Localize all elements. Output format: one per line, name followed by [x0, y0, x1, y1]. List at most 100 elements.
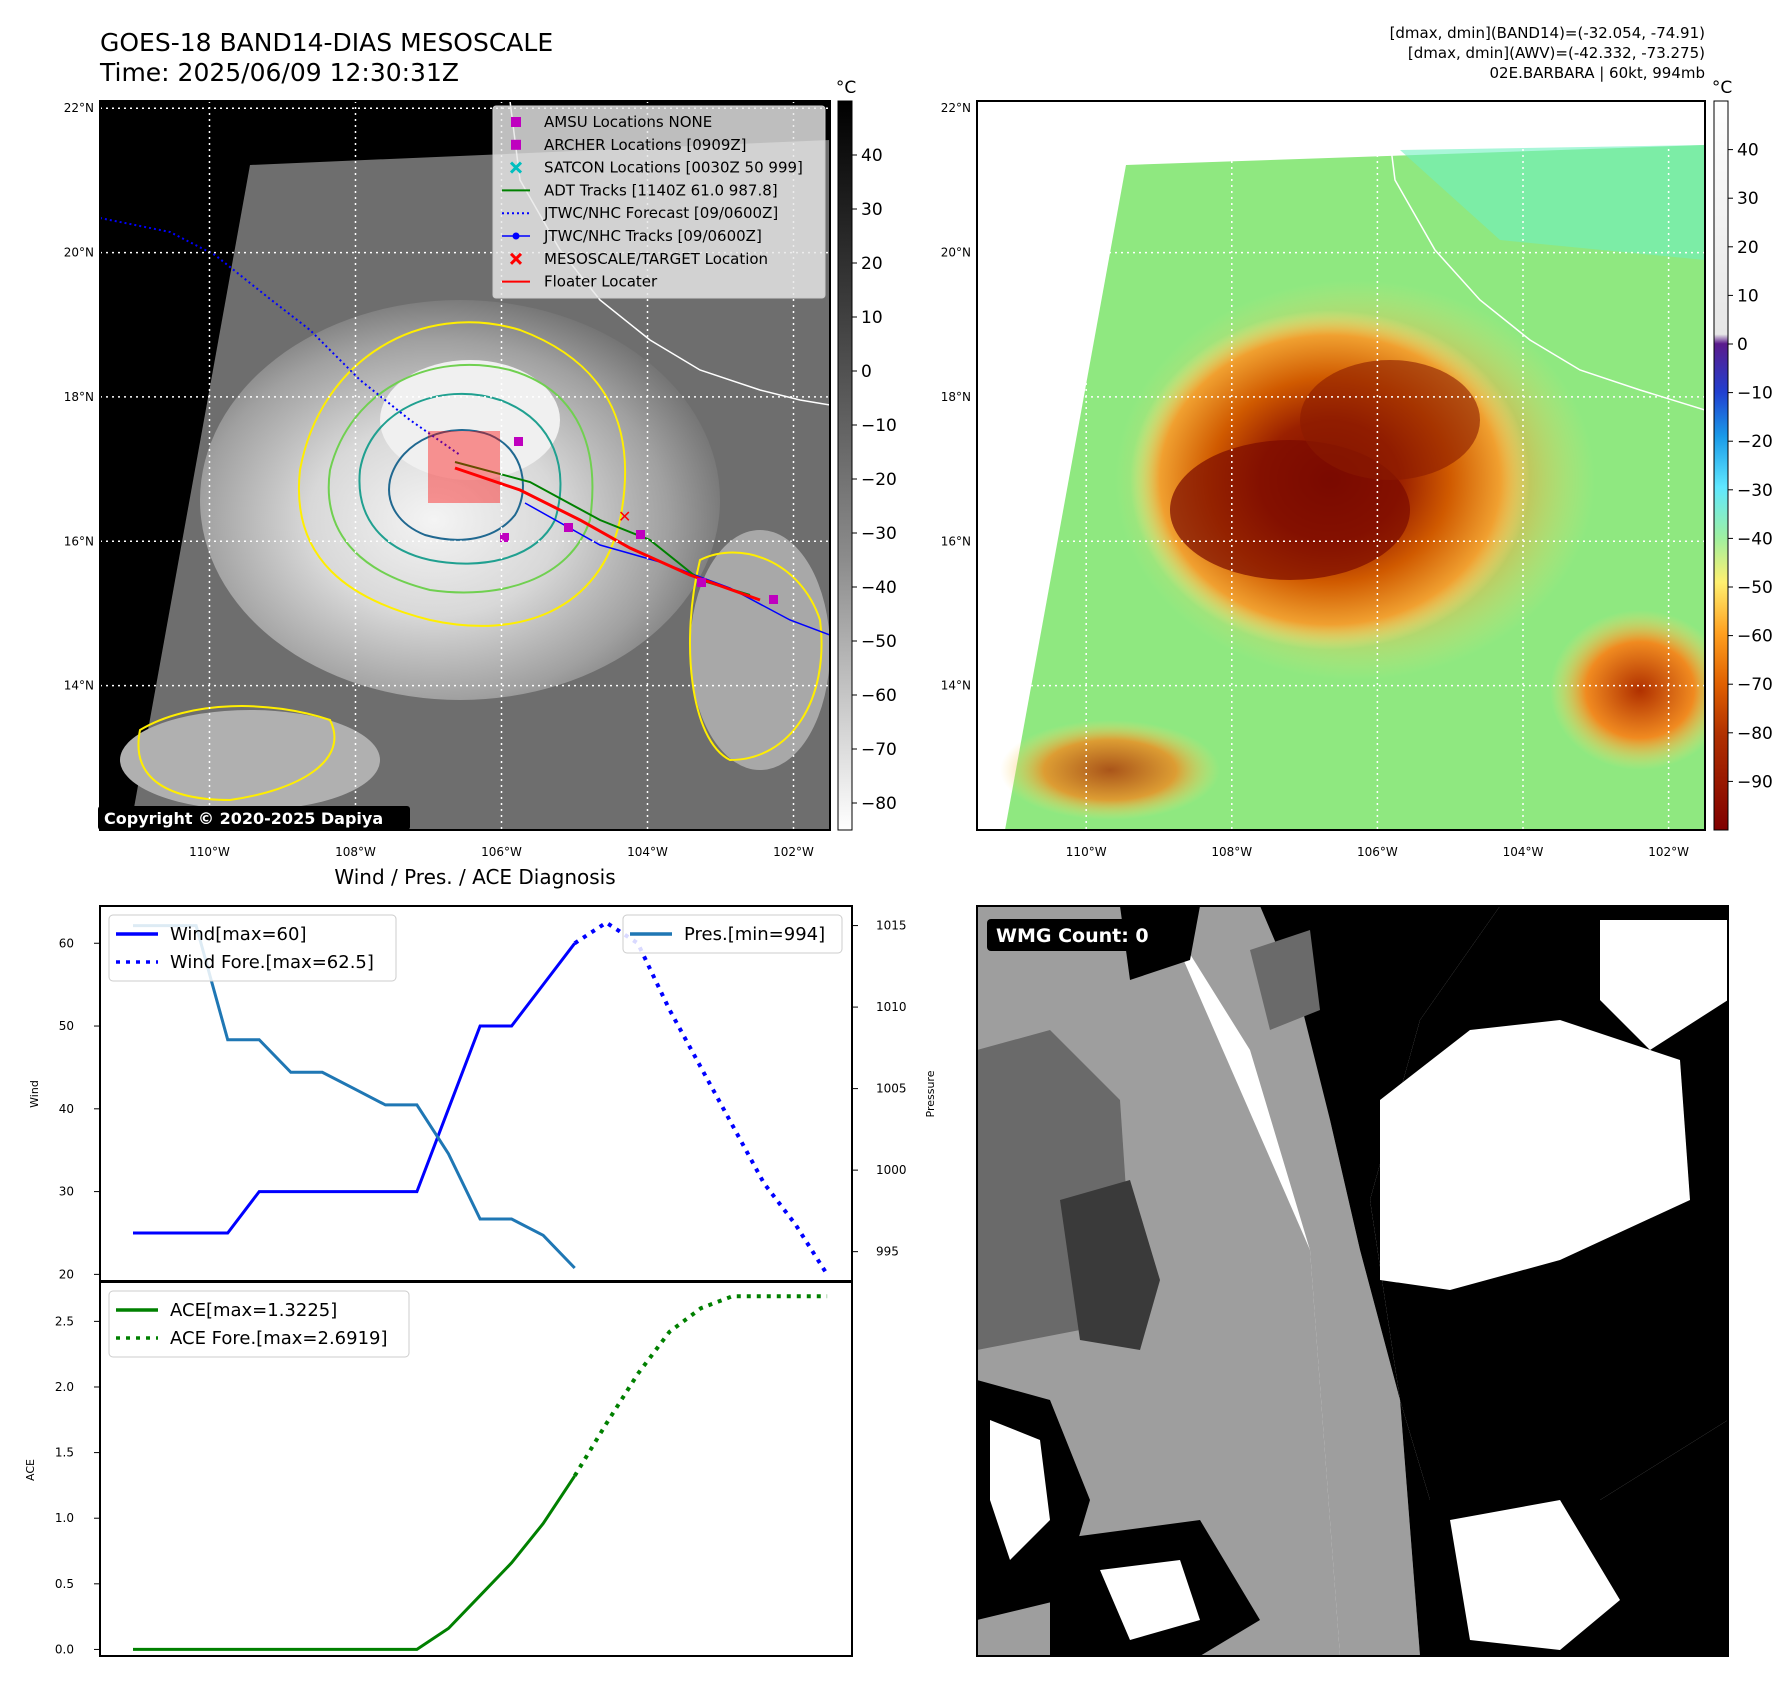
map-legend-entry: AMSU Locations NONE [511, 113, 712, 131]
map-legend-label: ADT Tracks [1140Z 61.0 987.8] [544, 181, 778, 199]
lon-tick-label: 104°W [627, 845, 668, 859]
colorbar-tick-label: 0 [861, 362, 872, 382]
lon-tick-label: 106°W [1357, 845, 1398, 859]
colorbar-tick-label: −90 [1737, 772, 1773, 792]
ace-ytick-label: 1.0 [55, 1511, 74, 1525]
ace-axis-label: ACE [24, 1459, 37, 1481]
wind-ytick-label: 20 [59, 1267, 74, 1281]
ace-series-line [133, 1475, 576, 1651]
wind-axis-label: Wind [28, 1080, 41, 1108]
info-band14: [dmax, dmin](BAND14)=(-32.054, -74.91) [1390, 24, 1705, 42]
lat-tick-label: 20°N [941, 246, 971, 260]
ace-legend-box [108, 1290, 410, 1358]
colorbar-tick-label: −50 [861, 632, 897, 652]
colorbar-tick-label: −60 [861, 686, 897, 706]
pressure-ytick-label: 1010 [876, 1000, 907, 1014]
wind-ytick-label: 60 [59, 936, 74, 950]
colorbar-tick-label: −30 [861, 524, 897, 544]
colorbar-tick-label: −10 [1737, 384, 1773, 404]
ir-map-panel: ✕ 110°W 108°W 106°W 104°W 102°W 22°N 20°N 18°N… [64, 100, 831, 859]
colorbar-tick-label: −80 [861, 794, 897, 814]
ir-colorbar: °C 40 30 20 10 0 −10 −20 −30 −40 −50 −60 −70 −80 [836, 78, 897, 831]
wv-map-panel: 110°W 108°W 106°W 104°W 102°W 22°N 20°N 18°N 16… [941, 100, 1706, 859]
map-legend-label: MESOSCALE/TARGET Location [544, 250, 768, 268]
colorbar-tick-label: −10 [861, 416, 897, 436]
lon-tick-label: 106°W [481, 845, 522, 859]
pressure-legend-box [622, 914, 843, 954]
colorbar-tick-label: −50 [1737, 578, 1773, 598]
wmg-panel: WMG Count: 0 [976, 905, 1729, 1657]
wind-legend: Wind[max=60] Wind Fore.[max=62.5] [108, 914, 397, 982]
map-legend-entry: MESOSCALE/TARGET Location [509, 250, 768, 268]
ace-legend-label: ACE Fore.[max=2.6919] [170, 1328, 388, 1349]
diagnosis-title: Wind / Pres. / ACE Diagnosis [334, 865, 615, 889]
colorbar-tick-label: −30 [1737, 481, 1773, 501]
colorbar-tick-label: 40 [861, 146, 883, 166]
map-legend-label: AMSU Locations NONE [544, 113, 712, 131]
wind-legend-label: Wind Fore.[max=62.5] [170, 952, 374, 973]
lat-tick-label: 14°N [941, 679, 971, 693]
lon-tick-label: 102°W [773, 845, 814, 859]
colorbar-tick-label: −70 [861, 740, 897, 760]
lat-tick-label: 22°N [64, 101, 94, 115]
colorbar-tick-label: 0 [1737, 335, 1748, 355]
legend-square-marker [511, 139, 521, 150]
lat-tick-label: 18°N [941, 390, 971, 404]
lon-tick-label: 104°W [1503, 845, 1544, 859]
ace-ytick-label: 2.0 [55, 1380, 74, 1394]
ace-ytick-label: 0.0 [55, 1642, 74, 1656]
colorbar-tick-label: −20 [861, 470, 897, 490]
pressure-ytick-label: 1005 [876, 1082, 907, 1096]
map-legend-entry: SATCON Locations [0030Z 50 999] [509, 159, 803, 177]
ace-forecast-series-line [572, 1294, 828, 1477]
colorbar-tick-label: 10 [861, 308, 883, 328]
lon-tick-label: 102°W [1648, 845, 1689, 859]
ace-ytick-label: 0.5 [55, 1577, 74, 1591]
wv-lat-tick-labels: 22°N 20°N 18°N 16°N 14°N [941, 101, 971, 692]
lon-tick-label: 110°W [189, 845, 230, 859]
info-storm: 02E.BARBARA | 60kt, 994mb [1490, 64, 1705, 82]
map-legend-entry: ADT Tracks [1140Z 61.0 987.8] [502, 181, 778, 199]
pressure-legend-label: Pres.[min=994] [684, 924, 825, 945]
ace-ytick-label: 2.5 [55, 1314, 74, 1328]
colorbar-tick-label: 20 [861, 254, 883, 274]
wind-ytick-label: 40 [59, 1102, 74, 1116]
colorbar-tick-label: −60 [1737, 627, 1773, 647]
wmg-count-text: WMG Count: 0 [996, 925, 1149, 947]
wind-pressure-chart: 20 30 40 50 60 995 1000 1005 1010 1015 Wind Pres… [28, 905, 937, 1282]
pressure-axis-label: Pressure [924, 1070, 937, 1117]
ir-lon-tick-labels: 110°W 108°W 106°W 104°W 102°W [189, 845, 814, 859]
lat-tick-label: 16°N [64, 534, 94, 548]
colorbar-tick-label: 10 [1737, 286, 1759, 306]
ace-legend: ACE[max=1.3225] ACE Fore.[max=2.6919] [108, 1290, 410, 1358]
wind-ytick-label: 30 [59, 1185, 74, 1199]
figure-time: Time: 2025/06/09 12:30:31Z [99, 58, 459, 87]
map-legend-entry: JTWC/NHC Tracks [09/0600Z] [502, 227, 762, 245]
lat-tick-label: 14°N [64, 679, 94, 693]
wmg-count-badge [987, 919, 1171, 951]
map-legend-label: JTWC/NHC Tracks [09/0600Z] [543, 227, 762, 245]
ace-ytick-label: 1.5 [55, 1446, 74, 1460]
lat-tick-label: 22°N [941, 101, 971, 115]
colorbar-tick-label: 30 [861, 200, 883, 220]
map-legend-label: SATCON Locations [0030Z 50 999] [544, 159, 803, 177]
lon-tick-label: 110°W [1066, 845, 1107, 859]
map-legend-label: ARCHER Locations [0909Z] [544, 136, 747, 154]
colorbar-tick-label: −70 [1737, 675, 1773, 695]
ace-chart: 0.0 0.5 1.0 1.5 2.0 2.5 ACE ACE[max=1.3225]AC… [24, 1281, 853, 1657]
colorbar-tick-label: −40 [1737, 529, 1773, 549]
wv-colorbar: °C 40 30 20 10 0 −10 −20 −30 −40 −50 −60 −70 −80 −90 [1712, 78, 1773, 831]
pressure-ytick-label: 1015 [876, 919, 907, 933]
pressure-ytick-label: 995 [876, 1245, 899, 1259]
lon-tick-label: 108°W [335, 845, 376, 859]
colorbar-tick-label: 40 [1737, 141, 1759, 161]
wv-lon-tick-labels: 110°W 108°W 106°W 104°W 102°W [1066, 845, 1689, 859]
wind-legend-label: Wind[max=60] [170, 924, 307, 945]
pressure-legend: Pres.[min=994] [622, 914, 843, 954]
lat-tick-label: 20°N [64, 246, 94, 260]
svg-text:✕: ✕ [618, 507, 631, 526]
legend-dot-marker [512, 232, 520, 240]
legend-square-marker [511, 117, 521, 127]
map-legend-entry: Floater Locater [502, 273, 658, 291]
